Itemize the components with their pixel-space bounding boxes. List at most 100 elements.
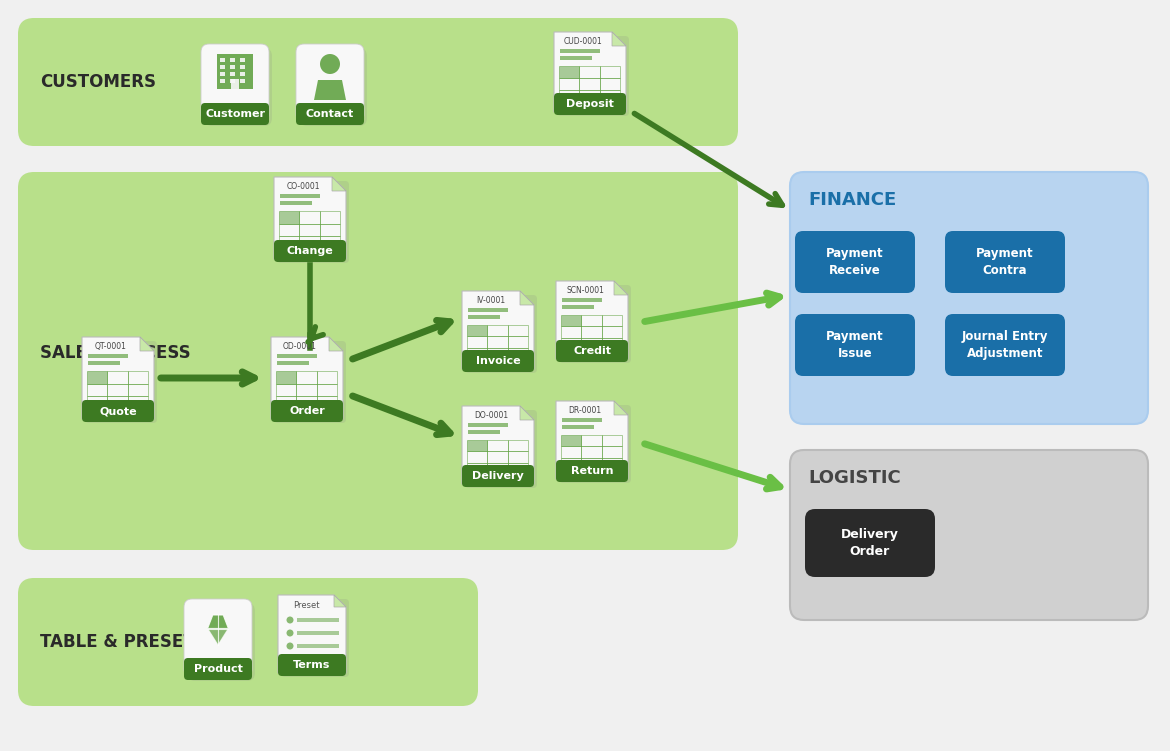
Text: CUD-0001: CUD-0001 bbox=[564, 37, 603, 46]
FancyBboxPatch shape bbox=[278, 654, 346, 676]
Bar bbox=[319, 224, 340, 237]
Bar bbox=[220, 65, 225, 69]
Bar bbox=[488, 463, 508, 474]
Bar bbox=[488, 336, 508, 348]
Text: TABLE & PRESETS: TABLE & PRESETS bbox=[40, 633, 207, 651]
Bar bbox=[108, 384, 128, 397]
Bar bbox=[559, 90, 579, 102]
FancyBboxPatch shape bbox=[790, 450, 1148, 620]
Bar bbox=[108, 397, 128, 409]
Bar bbox=[581, 315, 601, 327]
Bar bbox=[508, 336, 528, 348]
Polygon shape bbox=[614, 281, 628, 295]
Bar bbox=[560, 327, 581, 338]
Bar bbox=[220, 72, 225, 76]
Text: LOGISTIC: LOGISTIC bbox=[808, 469, 901, 487]
Bar bbox=[467, 440, 488, 451]
FancyBboxPatch shape bbox=[559, 285, 631, 363]
FancyBboxPatch shape bbox=[18, 172, 738, 550]
Bar bbox=[240, 65, 245, 69]
Bar bbox=[600, 78, 620, 90]
Bar bbox=[319, 237, 340, 249]
FancyBboxPatch shape bbox=[184, 658, 252, 680]
Bar bbox=[230, 79, 239, 89]
Bar bbox=[220, 58, 225, 62]
Bar bbox=[317, 397, 337, 409]
Bar bbox=[87, 371, 108, 384]
Bar bbox=[87, 384, 108, 397]
Circle shape bbox=[321, 54, 340, 74]
Bar bbox=[240, 79, 245, 83]
FancyBboxPatch shape bbox=[556, 460, 628, 482]
Bar bbox=[88, 361, 121, 364]
Bar bbox=[560, 457, 581, 469]
Text: Return: Return bbox=[571, 466, 613, 476]
Text: CUSTOMERS: CUSTOMERS bbox=[40, 73, 156, 91]
Bar bbox=[601, 446, 622, 457]
Text: Quote: Quote bbox=[99, 406, 137, 416]
FancyBboxPatch shape bbox=[794, 231, 915, 293]
FancyBboxPatch shape bbox=[945, 231, 1065, 293]
Bar bbox=[562, 298, 601, 301]
Bar bbox=[560, 435, 581, 446]
Bar bbox=[468, 423, 508, 427]
Bar bbox=[280, 201, 312, 204]
Bar bbox=[600, 90, 620, 102]
Bar bbox=[467, 336, 488, 348]
Polygon shape bbox=[82, 337, 154, 419]
Bar bbox=[467, 325, 488, 336]
Text: DR-0001: DR-0001 bbox=[569, 406, 601, 415]
Text: Payment
Issue: Payment Issue bbox=[826, 330, 883, 360]
Polygon shape bbox=[556, 281, 628, 359]
Text: Deposit: Deposit bbox=[566, 99, 614, 109]
Polygon shape bbox=[333, 595, 346, 607]
Bar bbox=[296, 397, 317, 409]
Bar bbox=[240, 72, 245, 76]
Bar bbox=[468, 430, 501, 433]
Bar bbox=[601, 435, 622, 446]
Polygon shape bbox=[612, 32, 626, 46]
Bar bbox=[581, 457, 601, 469]
Bar bbox=[230, 58, 235, 62]
Bar bbox=[508, 463, 528, 474]
Polygon shape bbox=[207, 629, 228, 645]
Bar bbox=[300, 211, 319, 224]
Bar bbox=[560, 446, 581, 457]
Bar bbox=[562, 305, 594, 309]
Bar bbox=[559, 78, 579, 90]
FancyBboxPatch shape bbox=[274, 240, 346, 262]
Bar bbox=[230, 79, 235, 83]
Text: Delivery
Order: Delivery Order bbox=[841, 528, 899, 558]
Bar bbox=[601, 338, 622, 349]
Bar bbox=[581, 338, 601, 349]
Polygon shape bbox=[207, 615, 228, 629]
FancyBboxPatch shape bbox=[281, 599, 349, 677]
FancyBboxPatch shape bbox=[277, 181, 349, 263]
Bar bbox=[278, 211, 300, 224]
Bar bbox=[560, 315, 581, 327]
FancyBboxPatch shape bbox=[184, 599, 252, 677]
Text: Invoice: Invoice bbox=[476, 356, 521, 366]
Bar bbox=[508, 325, 528, 336]
FancyBboxPatch shape bbox=[794, 314, 915, 376]
Bar bbox=[560, 338, 581, 349]
Bar bbox=[467, 451, 488, 463]
Text: Contact: Contact bbox=[305, 109, 355, 119]
Bar bbox=[277, 354, 317, 357]
Polygon shape bbox=[332, 177, 346, 191]
Bar bbox=[128, 384, 147, 397]
Text: Payment
Contra: Payment Contra bbox=[976, 247, 1034, 277]
Text: SCN-0001: SCN-0001 bbox=[566, 286, 604, 295]
Bar bbox=[488, 451, 508, 463]
FancyBboxPatch shape bbox=[557, 36, 629, 116]
Bar bbox=[276, 371, 296, 384]
Text: Change: Change bbox=[287, 246, 333, 256]
FancyBboxPatch shape bbox=[82, 400, 154, 422]
FancyBboxPatch shape bbox=[556, 340, 628, 362]
Bar bbox=[579, 66, 600, 78]
Bar bbox=[488, 348, 508, 359]
FancyBboxPatch shape bbox=[296, 103, 364, 125]
Polygon shape bbox=[462, 291, 534, 369]
Polygon shape bbox=[329, 337, 343, 351]
Polygon shape bbox=[271, 337, 343, 419]
